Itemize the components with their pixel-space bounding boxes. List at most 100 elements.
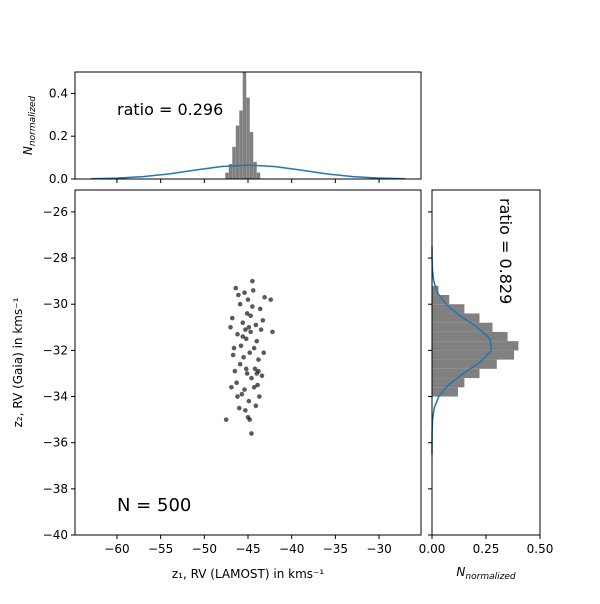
y-tick-label: −28: [43, 251, 68, 265]
point: [255, 382, 260, 388]
x-tick-label: 0.50: [527, 542, 554, 556]
point: [233, 285, 239, 291]
y-tick-label: 0.0: [49, 172, 68, 186]
y-axis-label: Nnormalized: [21, 96, 38, 155]
x-tick-label: −60: [104, 542, 129, 556]
point: [246, 398, 252, 404]
point: [229, 315, 235, 321]
bar: [432, 378, 465, 388]
y-tick-label: 0.2: [49, 129, 68, 143]
bar: [432, 285, 439, 295]
bar: [225, 172, 229, 179]
point: [235, 394, 240, 399]
point: [241, 355, 246, 360]
annotation: N = 500: [117, 495, 191, 516]
point: [258, 327, 264, 332]
y-tick-label: −26: [43, 205, 68, 219]
bar: [432, 295, 450, 305]
y-tick-label: −30: [43, 297, 68, 311]
point: [254, 338, 260, 344]
point: [250, 278, 255, 284]
point: [238, 343, 244, 349]
point: [237, 301, 243, 307]
point: [259, 373, 265, 379]
bar: [432, 341, 519, 351]
x-axis-label: z₁, RV (LAMOST) in kms⁻¹: [172, 567, 325, 581]
point: [253, 322, 259, 328]
point: [235, 331, 240, 337]
point: [270, 329, 275, 335]
bar: [432, 304, 465, 314]
point: [232, 368, 238, 374]
bar: [228, 164, 233, 179]
axes-frame: [74, 71, 422, 180]
point: [244, 371, 250, 376]
point: [248, 313, 253, 319]
x-tick-label: −55: [148, 542, 173, 556]
annotation: ratio = 0.296: [117, 100, 223, 119]
point: [240, 320, 246, 325]
point: [223, 417, 229, 422]
point: [228, 325, 233, 330]
point: [243, 366, 249, 372]
point: [249, 375, 254, 381]
x-tick-label: −35: [323, 542, 348, 556]
y-axis-label: z₂, RV (Gaia) in kms⁻¹: [11, 297, 25, 427]
x-tick-label: −30: [366, 542, 391, 556]
point: [231, 345, 237, 351]
annotation: ratio = 0.829: [496, 198, 515, 304]
y-tick-label: −32: [43, 343, 68, 357]
point: [249, 431, 254, 436]
bar: [256, 172, 261, 179]
axes-frame: [431, 189, 541, 536]
point: [257, 306, 263, 312]
point: [229, 385, 234, 390]
x-tick-label: 0.00: [419, 542, 446, 556]
axes-frame: [74, 189, 422, 536]
point: [253, 403, 259, 409]
point: [254, 371, 260, 376]
bar: [432, 350, 515, 360]
point: [252, 366, 258, 372]
x-tick-label: −45: [235, 542, 260, 556]
x-tick-label: 0.25: [473, 542, 500, 556]
y-tick-label: −34: [43, 390, 68, 404]
point: [268, 297, 274, 302]
y-tick-label: 0.4: [49, 86, 68, 100]
point: [230, 352, 236, 358]
x-tick-label: −50: [192, 542, 217, 556]
bar: [239, 110, 243, 179]
point: [243, 336, 249, 342]
bar: [432, 368, 480, 379]
point: [256, 357, 261, 362]
point: [245, 415, 251, 420]
point: [251, 385, 257, 390]
point: [246, 325, 252, 330]
point: [251, 345, 257, 351]
point: [234, 380, 239, 385]
bar: [432, 313, 480, 323]
point: [240, 334, 246, 339]
point: [236, 292, 241, 298]
point: [239, 391, 245, 397]
point: [248, 329, 253, 335]
point: [261, 350, 267, 355]
gaussian-curve: [431, 246, 493, 455]
point: [237, 361, 243, 367]
point: [250, 288, 256, 293]
bar: [253, 161, 257, 179]
point: [257, 394, 262, 399]
point: [245, 297, 251, 302]
y-tick-label: −36: [43, 436, 68, 450]
point: [243, 327, 248, 332]
bar: [249, 131, 254, 179]
point: [242, 290, 247, 295]
bar: [432, 359, 497, 369]
y-tick-label: −38: [43, 482, 68, 496]
bar: [246, 97, 250, 179]
point: [242, 387, 247, 392]
bar: [432, 387, 458, 397]
bar: [432, 331, 508, 342]
x-tick-label: −40: [279, 542, 304, 556]
